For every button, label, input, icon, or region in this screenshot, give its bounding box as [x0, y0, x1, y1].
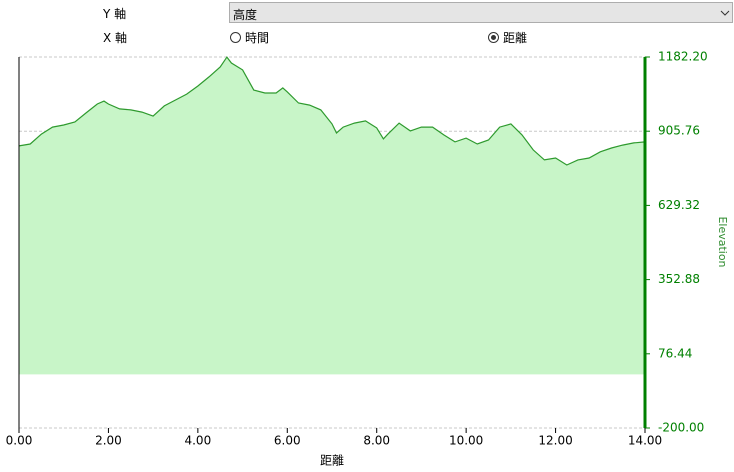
radio-label: 距離: [503, 31, 528, 45]
y-tick-label: -200.00: [658, 421, 704, 435]
x-tick-label: 12.00: [538, 434, 572, 448]
x-tick-label: 0.00: [6, 434, 33, 448]
radio-time[interactable]: 時間: [230, 29, 269, 46]
area: [19, 57, 645, 375]
radio-distance[interactable]: 距離: [488, 29, 527, 46]
line: [18, 56, 646, 166]
y-tick-label: 1182.20: [658, 50, 708, 64]
x-tick-label: 2.00: [95, 434, 122, 448]
x-tick-label: 4.00: [184, 434, 211, 448]
radio-label: 時間: [245, 31, 270, 45]
x-tick-label: 8.00: [363, 434, 390, 448]
y-tick-label: 76.44: [658, 346, 692, 360]
y-axis-dropdown[interactable]: 高度: [229, 2, 733, 23]
y-tick-label: 629.32: [658, 198, 700, 212]
x-tick-label: 6.00: [274, 434, 301, 448]
y-tick-label: 352.88: [658, 272, 700, 286]
x-tick-label: 14.00: [628, 434, 662, 448]
x-axis-label: X 軸: [103, 31, 128, 45]
x-tick-label: 10.00: [449, 434, 483, 448]
y-tick-label: 905.76: [658, 124, 700, 138]
y-axis-title: Elevation: [716, 216, 729, 267]
y-axis-label: Y 軸: [103, 7, 127, 21]
dropdown-value: 高度: [233, 8, 258, 22]
dropdown-arrow: [720, 10, 730, 16]
x-axis-title: 距離: [320, 454, 344, 468]
